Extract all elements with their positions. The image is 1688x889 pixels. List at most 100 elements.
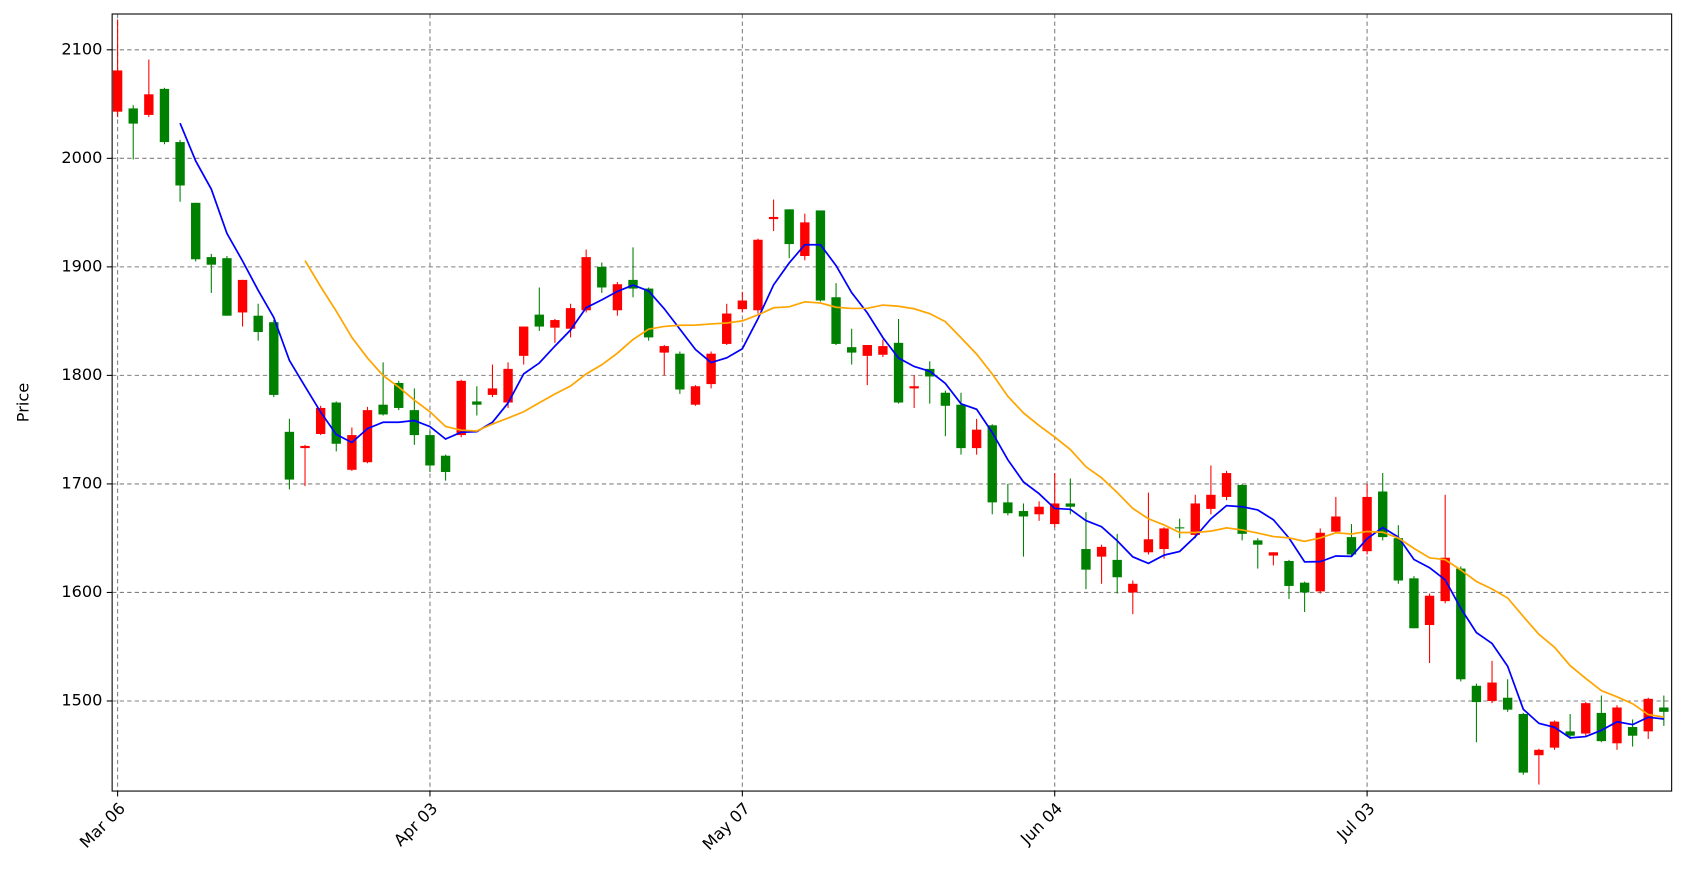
candle-body: [269, 322, 279, 395]
candle-body: [175, 142, 185, 186]
y-tick-label: 1700: [61, 473, 102, 492]
candle-body: [643, 288, 654, 338]
candle-body: [1331, 516, 1341, 532]
candle-body: [925, 368, 935, 377]
candle-body: [284, 431, 295, 480]
candle-body: [565, 308, 576, 329]
candle-body: [1534, 749, 1544, 756]
candle-body: [675, 353, 685, 390]
moving-average-line: [179, 122, 1664, 739]
candle-body: [503, 368, 513, 403]
y-tick-label: 1800: [61, 365, 102, 384]
y-tick-label: 2100: [61, 39, 102, 58]
candle-body: [846, 347, 857, 353]
candle-body: [971, 429, 982, 449]
moving-average-line: [304, 260, 1664, 718]
candle-body: [1143, 539, 1154, 553]
candle-body: [1065, 503, 1076, 507]
candle-body: [331, 402, 341, 444]
candle-body: [753, 239, 763, 311]
candle-body: [612, 284, 623, 311]
candle-body: [1299, 582, 1310, 593]
candle-body: [690, 386, 701, 405]
candle-body: [1284, 560, 1294, 586]
y-tick-label: 1500: [61, 690, 102, 709]
candle-body: [128, 108, 138, 124]
candle-body: [1174, 527, 1185, 529]
candle-body: [347, 435, 357, 470]
candle-body: [940, 392, 951, 406]
candle-body: [909, 386, 919, 389]
candle-body: [722, 313, 732, 344]
candle-body: [1424, 595, 1435, 626]
candle-body: [394, 382, 404, 408]
candle-body: [253, 315, 263, 332]
candle-body: [1206, 494, 1216, 509]
candle-body: [659, 346, 669, 353]
candle-body: [737, 300, 748, 310]
candle-body: [1112, 559, 1122, 578]
y-axis-label: Price: [13, 383, 32, 422]
candle-body: [362, 410, 373, 463]
candle-body: [1471, 685, 1482, 703]
candle-body: [159, 88, 170, 143]
y-tick-label: 2000: [61, 148, 102, 167]
candle-body: [1659, 707, 1669, 712]
candle-body: [1612, 707, 1622, 744]
candle-body: [550, 320, 560, 328]
candle-body: [1096, 546, 1107, 557]
candle-body: [1159, 528, 1169, 550]
candle-body: [1081, 549, 1091, 570]
candle-body: [987, 425, 997, 503]
candle-body: [1596, 712, 1607, 742]
candle-body: [815, 210, 826, 301]
candle-body: [1502, 697, 1513, 710]
candle-body: [1221, 473, 1232, 497]
candle-body: [1393, 538, 1404, 581]
candle-body: [1253, 540, 1263, 545]
candle-body: [1518, 714, 1528, 773]
candle-body: [237, 279, 248, 313]
candle-body: [112, 70, 123, 112]
candle-body: [1487, 682, 1497, 701]
plot-frame: [111, 13, 1673, 792]
candle-body: [1456, 568, 1466, 680]
candle-body: [222, 258, 232, 316]
candle-body: [862, 345, 872, 356]
y-tick-label: 1600: [61, 582, 102, 601]
candle-body: [206, 257, 216, 265]
candle-body: [956, 404, 966, 449]
candle-body: [300, 445, 310, 449]
candle-body: [1237, 485, 1247, 534]
candle-body: [1362, 496, 1372, 552]
candle-body: [1581, 703, 1591, 734]
candle-body: [1190, 503, 1200, 535]
candle-body: [315, 407, 326, 434]
candle-body: [1627, 727, 1638, 736]
candle-body: [800, 222, 810, 257]
candle-body: [878, 346, 888, 355]
candle-body: [440, 455, 451, 472]
candle-body: [597, 266, 607, 288]
candle-body: [519, 326, 529, 356]
candle-body: [1050, 503, 1060, 525]
candle-body: [1003, 502, 1013, 514]
candle-body: [784, 209, 794, 245]
candle-body: [378, 404, 388, 415]
candle-body: [1128, 583, 1138, 593]
candle-body: [456, 380, 466, 436]
candle-body: [425, 435, 435, 466]
candle-body: [1409, 578, 1419, 629]
candle-body: [768, 216, 779, 220]
candle-body: [191, 202, 201, 260]
candle-body: [581, 257, 591, 311]
candle-body: [1018, 511, 1029, 517]
candle-body: [472, 401, 482, 405]
candle-body: [409, 410, 420, 436]
candle-body: [1565, 731, 1575, 736]
candle-body: [487, 388, 498, 395]
candle-body: [831, 297, 841, 344]
